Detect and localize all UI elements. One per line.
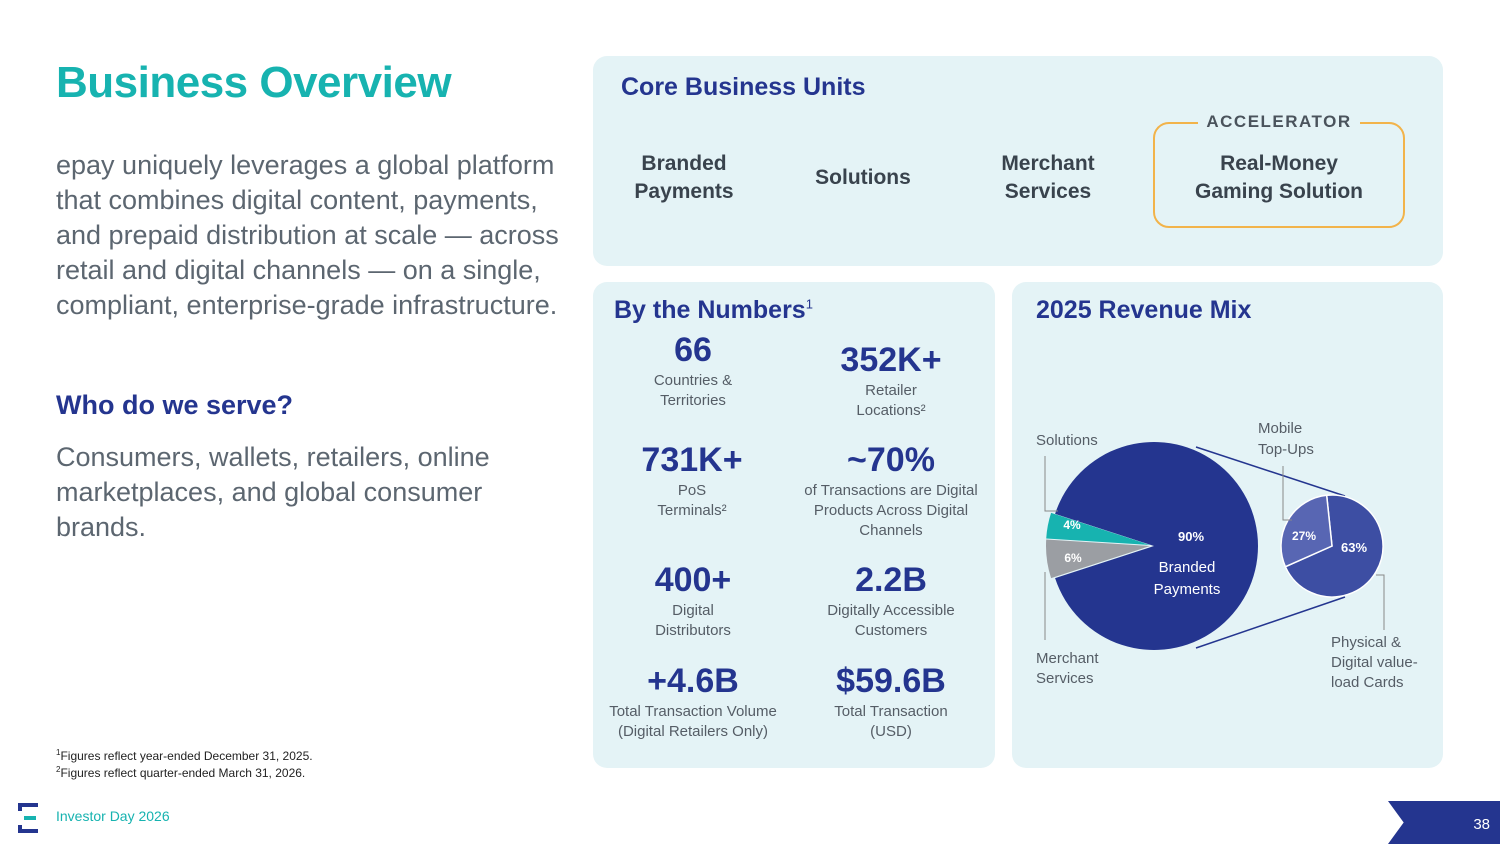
stat-label: Digital Distributors <box>655 602 731 639</box>
pie-slice-solutions <box>1046 512 1150 545</box>
stat-label: Digitally Accessible Customers <box>827 602 955 639</box>
stat-value: 66 <box>674 331 712 369</box>
stat-value: $59.6B <box>836 662 946 700</box>
category-label-merchant-line2: Services <box>1036 670 1094 687</box>
category-label-mobile-line1: Mobile <box>1258 420 1302 437</box>
revenue-title: 2025 Revenue Mix <box>1036 296 1252 324</box>
page-number-tab <box>1388 801 1500 844</box>
numbers-title: By the Numbers1 <box>614 296 813 324</box>
stat-value: 731K+ <box>641 441 743 479</box>
stat-label: PoS Terminals² <box>657 482 727 519</box>
pie-slice-merchant-services <box>1046 539 1150 579</box>
unit-branded-payments: Branded Payments <box>634 152 734 203</box>
leader-line-physical <box>1376 574 1385 630</box>
leader-line-mobile <box>1282 466 1292 521</box>
footnote-1: 1Figures reflect year-ended December 31,… <box>56 748 313 763</box>
stat-pos-terminals: 731K+ PoS Terminals² <box>597 440 787 521</box>
revenue-pie-chart: 90% Branded Payments 4% 6% 27% 63% Solut… <box>1036 420 1418 691</box>
category-label-physical-line1: Physical & <box>1331 634 1401 651</box>
stat-retailers: 352K+ Retailer Locations² <box>796 340 986 421</box>
pie-slice-physical-digital-cards <box>1284 494 1384 598</box>
epay-logo-icon <box>18 803 38 833</box>
data-label-branded: 90% <box>1178 529 1204 544</box>
stat-customers: 2.2B Digitally Accessible Customers <box>786 560 996 641</box>
pie-slice-mobile-top-ups <box>1280 494 1333 568</box>
category-label-physical-line2: Digital value- <box>1331 654 1418 671</box>
stat-transaction-volume: +4.6B Total Transaction Volume (Digital … <box>593 661 793 742</box>
page-title: Business Overview <box>56 58 452 107</box>
stat-value: 352K+ <box>840 341 942 379</box>
page-number: 38 <box>1473 816 1490 833</box>
stat-label: Retailer Locations² <box>856 382 926 419</box>
stat-distributors: 400+ Digital Distributors <box>598 560 788 641</box>
connector-line-bottom <box>1195 596 1346 649</box>
stat-transaction-usd: $59.6B Total Transaction (USD) <box>786 661 996 742</box>
unit-merchant-services: Merchant Services <box>1001 152 1095 203</box>
accelerator-label: ACCELERATOR <box>1198 110 1360 134</box>
stat-value: +4.6B <box>647 662 739 700</box>
stat-label: Total Transaction Volume (Digital Retail… <box>609 703 777 740</box>
pie-slice-branded-payments <box>1055 442 1259 650</box>
data-label-merchant: 6% <box>1064 551 1082 565</box>
slice-name-branded-line2: Payments <box>1154 581 1221 598</box>
category-label-mobile-line2: Top-Ups <box>1258 441 1314 458</box>
intro-text: epay uniquely leverages a global platfor… <box>56 150 559 320</box>
stat-value: 400+ <box>654 561 732 599</box>
core-units-title: Core Business Units <box>621 73 866 101</box>
connector-line-top <box>1195 446 1346 497</box>
data-label-mobile: 27% <box>1292 529 1316 543</box>
stat-label: Total Transaction (USD) <box>834 703 948 740</box>
stat-label: Countries & Territories <box>653 372 733 409</box>
stat-digital-transactions: ~70% of Transactions are Digital Product… <box>781 440 1001 541</box>
core-units-panel <box>593 56 1443 266</box>
stat-value: ~70% <box>847 441 935 479</box>
footnote-2: 2Figures reflect quarter-ended March 31,… <box>56 765 306 780</box>
unit-solutions: Solutions <box>815 166 911 189</box>
stat-value: 2.2B <box>855 561 927 599</box>
stat-label: of Transactions are Digital Products Acr… <box>804 482 978 539</box>
serve-heading: Who do we serve? <box>56 390 294 420</box>
serve-text: Consumers, wallets, retailers, online ma… <box>56 442 490 542</box>
stat-countries: 66 Countries & Territories <box>598 330 788 411</box>
data-label-solutions: 4% <box>1063 518 1081 532</box>
numbers-panel <box>593 282 995 768</box>
data-label-physical: 63% <box>1341 540 1367 555</box>
leader-line-solutions <box>1044 456 1058 512</box>
unit-real-money-gaming: Real-Money Gaming Solution <box>1195 152 1363 203</box>
category-label-merchant-line1: Merchant <box>1036 650 1099 667</box>
footer-event: Investor Day 2026 <box>56 808 170 824</box>
category-label-physical-line3: load Cards <box>1331 674 1404 691</box>
slice-name-branded-line1: Branded <box>1159 559 1216 576</box>
category-label-solutions: Solutions <box>1036 432 1098 449</box>
